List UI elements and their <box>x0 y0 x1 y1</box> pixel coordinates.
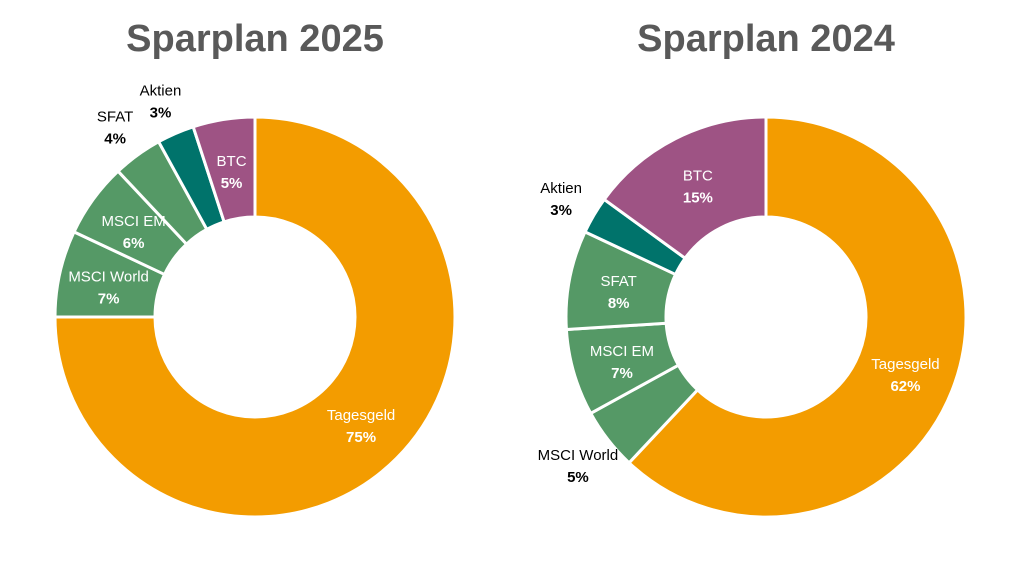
slice-btc <box>191 115 257 224</box>
slice-btc <box>602 115 768 261</box>
slice-tagesgeld <box>53 115 457 519</box>
data-label: BTC 15% <box>683 167 713 206</box>
data-label-value: 3% <box>150 105 172 122</box>
data-label-category: Aktien <box>540 180 582 197</box>
data-label: SFAT 8% <box>600 273 636 312</box>
data-label-value: 75% <box>346 429 376 446</box>
chart-title-2024: Sparplan 2024 <box>637 18 895 60</box>
data-label: SFAT 4% <box>97 108 133 147</box>
data-label: MSCI EM 6% <box>102 213 166 252</box>
data-label-category: BTC <box>217 153 247 170</box>
data-label-value: 3% <box>550 202 572 219</box>
data-label-category: SFAT <box>97 108 133 125</box>
data-label-category: Tagesgeld <box>327 407 395 424</box>
data-label-value: 15% <box>683 189 713 206</box>
slice-tagesgeld <box>626 115 968 519</box>
data-label-value: 7% <box>98 290 120 307</box>
data-label-value: 62% <box>890 378 920 395</box>
data-label-value: 8% <box>608 295 630 312</box>
data-label: Aktien 3% <box>540 180 582 219</box>
data-label-value: 6% <box>123 235 145 252</box>
data-label-value: 4% <box>104 130 126 147</box>
data-label-category: MSCI World <box>538 447 619 464</box>
data-label-category: MSCI EM <box>102 213 166 230</box>
data-label-value: 5% <box>567 469 589 486</box>
data-label-value: 5% <box>221 175 243 192</box>
data-label: Aktien 3% <box>140 83 182 122</box>
data-label: BTC 5% <box>217 153 247 192</box>
data-label: Tagesgeld 75% <box>327 407 395 446</box>
data-label: MSCI EM 7% <box>590 343 654 382</box>
data-label-category: MSCI EM <box>590 343 654 360</box>
data-label-value: 7% <box>611 365 633 382</box>
data-label-category: Aktien <box>140 83 182 100</box>
data-label: Tagesgeld 62% <box>871 356 939 395</box>
data-label-category: MSCI World <box>68 268 149 285</box>
data-label-category: SFAT <box>600 273 636 290</box>
data-label-category: BTC <box>683 167 713 184</box>
data-label: MSCI World 5% <box>538 447 619 486</box>
data-label: MSCI World 7% <box>68 268 149 307</box>
chart-title-2025: Sparplan 2025 <box>126 18 384 60</box>
data-label-category: Tagesgeld <box>871 356 939 373</box>
